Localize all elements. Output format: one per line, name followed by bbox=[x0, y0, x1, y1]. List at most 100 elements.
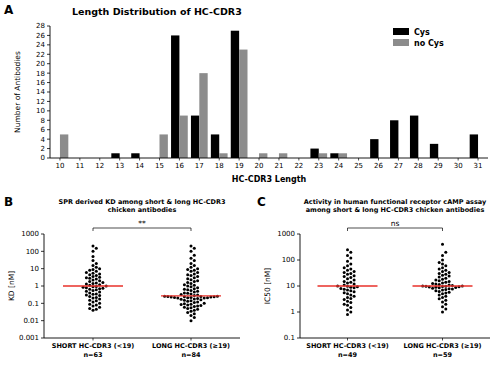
point bbox=[339, 287, 342, 290]
point bbox=[193, 305, 196, 308]
point bbox=[196, 308, 199, 311]
point bbox=[193, 297, 196, 300]
point bbox=[196, 279, 199, 282]
point bbox=[92, 289, 95, 292]
point bbox=[346, 304, 349, 307]
point bbox=[203, 302, 206, 305]
panel-letter: C bbox=[257, 195, 266, 209]
point bbox=[343, 303, 346, 306]
point bbox=[193, 280, 196, 283]
point bbox=[349, 294, 352, 297]
point bbox=[196, 267, 199, 270]
point bbox=[441, 311, 444, 314]
x-axis bbox=[44, 338, 240, 339]
point bbox=[441, 259, 444, 262]
legend-swatch bbox=[393, 28, 409, 35]
point bbox=[183, 283, 186, 286]
point bbox=[98, 287, 101, 290]
point bbox=[180, 298, 183, 301]
y-tick-label: 0.1 bbox=[284, 334, 295, 342]
point bbox=[95, 270, 98, 273]
legend-swatch bbox=[393, 39, 409, 46]
point bbox=[346, 254, 349, 257]
x-tick-label: 25 bbox=[354, 162, 363, 170]
point bbox=[438, 276, 441, 279]
point bbox=[193, 247, 196, 250]
x-tick-label: 16 bbox=[175, 162, 184, 170]
point bbox=[441, 292, 444, 295]
point bbox=[88, 280, 91, 283]
point bbox=[431, 287, 434, 290]
point bbox=[88, 291, 91, 294]
point bbox=[186, 288, 189, 291]
x-tick bbox=[159, 158, 160, 161]
x-tick-label: 28 bbox=[414, 162, 423, 170]
point bbox=[349, 311, 352, 314]
point bbox=[343, 291, 346, 294]
bar bbox=[211, 134, 219, 158]
point bbox=[346, 248, 349, 251]
point bbox=[199, 298, 202, 301]
y-tick-label: 1000 bbox=[21, 230, 39, 238]
point bbox=[85, 271, 88, 274]
point bbox=[186, 277, 189, 280]
x-tick bbox=[239, 158, 240, 161]
point bbox=[441, 282, 444, 285]
bar bbox=[319, 153, 327, 158]
median-line bbox=[161, 295, 221, 296]
point bbox=[448, 280, 451, 283]
point bbox=[441, 243, 444, 246]
significance-bracket bbox=[348, 228, 443, 231]
point bbox=[85, 294, 88, 297]
y-axis-title: KD [nM] bbox=[7, 271, 16, 301]
point bbox=[98, 306, 101, 309]
point bbox=[92, 309, 95, 312]
x-tick bbox=[442, 338, 443, 341]
x-tick bbox=[358, 158, 359, 161]
point bbox=[95, 308, 98, 311]
chart-title: Length Distribution of HC-CDR3 bbox=[72, 6, 242, 17]
x-tick-label: 15 bbox=[155, 162, 164, 170]
y-axis bbox=[50, 26, 51, 158]
legend-label: Cys bbox=[414, 28, 430, 37]
point bbox=[92, 275, 95, 278]
point bbox=[196, 305, 199, 308]
x-tick-label: 23 bbox=[314, 162, 323, 170]
point bbox=[444, 269, 447, 272]
bar bbox=[259, 153, 267, 158]
point bbox=[196, 286, 199, 289]
point bbox=[186, 273, 189, 276]
bar bbox=[370, 139, 378, 158]
point bbox=[92, 279, 95, 282]
point bbox=[190, 274, 193, 277]
point bbox=[190, 289, 193, 292]
point bbox=[353, 270, 356, 273]
point bbox=[444, 288, 447, 291]
x-tick bbox=[79, 158, 80, 161]
point bbox=[95, 247, 98, 250]
x-tick bbox=[438, 158, 439, 161]
point bbox=[346, 282, 349, 285]
point bbox=[441, 296, 444, 299]
x-tick bbox=[199, 158, 200, 161]
y-axis bbox=[300, 234, 301, 338]
y-tick-label: 8 bbox=[41, 117, 45, 125]
point bbox=[95, 296, 98, 299]
point bbox=[190, 314, 193, 317]
bar bbox=[231, 31, 239, 158]
bar bbox=[111, 153, 119, 158]
point bbox=[438, 272, 441, 275]
point bbox=[349, 281, 352, 284]
point bbox=[448, 271, 451, 274]
x-tick bbox=[347, 338, 348, 341]
point bbox=[92, 282, 95, 285]
point bbox=[193, 269, 196, 272]
point bbox=[199, 304, 202, 307]
x-tick-label: SHORT HC-CDR3 (<19) bbox=[52, 342, 135, 350]
point bbox=[98, 276, 101, 279]
point bbox=[186, 311, 189, 314]
point bbox=[183, 288, 186, 291]
point bbox=[190, 245, 193, 248]
x-tick bbox=[191, 338, 192, 341]
point bbox=[438, 286, 441, 289]
